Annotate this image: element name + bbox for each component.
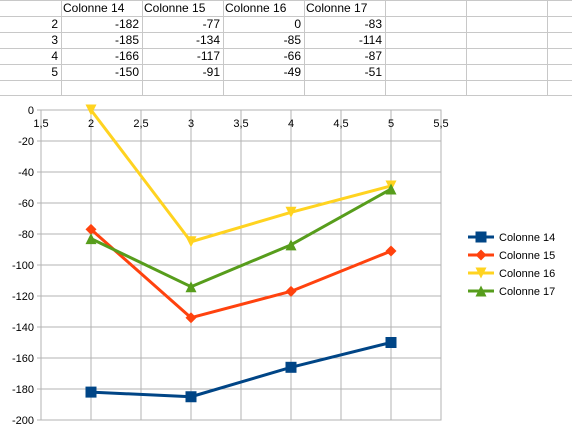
row-label-cell[interactable]: 3 (51, 33, 58, 47)
axes: 0 -20 -40 -60 -80 -100 -120 -140 -160 -180 -200 1,5… (12, 105, 449, 427)
x-tick-label: 3 (188, 118, 194, 130)
y-tick-label: -100 (12, 260, 34, 272)
data-point-marker[interactable] (385, 245, 397, 257)
column-divider (61, 0, 62, 96)
y-tick-label: -80 (18, 229, 34, 241)
column-divider (547, 0, 548, 96)
data-cell[interactable]: -91 (202, 65, 220, 79)
data-point-marker[interactable] (185, 312, 197, 324)
column-header-cell[interactable]: Colonne 15 (144, 1, 206, 15)
row-divider (0, 80, 572, 81)
data-cell[interactable]: -49 (283, 65, 301, 79)
data-point-marker[interactable] (185, 236, 197, 248)
data-point-marker[interactable] (285, 361, 297, 373)
series-line[interactable] (90, 341, 392, 399)
legend-marker[interactable] (475, 231, 487, 243)
data-cell[interactable]: 0 (294, 17, 301, 31)
row-label-cell[interactable]: 4 (51, 49, 58, 63)
y-tick-label: -180 (12, 384, 34, 396)
legend-marker[interactable] (475, 249, 487, 261)
legend-label[interactable]: Colonne 16 (499, 268, 555, 280)
data-cell[interactable]: -85 (283, 33, 301, 47)
y-tick-label: -160 (12, 353, 34, 365)
legend-label[interactable]: Colonne 14 (499, 232, 555, 244)
data-point-marker[interactable] (85, 223, 97, 235)
data-cell[interactable]: -87 (364, 49, 382, 63)
column-divider (223, 0, 224, 96)
data-point-marker[interactable] (85, 233, 97, 245)
y-tick-label: -140 (12, 322, 34, 334)
data-cell[interactable]: -166 (114, 49, 139, 63)
legend-label[interactable]: Colonne 15 (499, 250, 555, 262)
row-label-cell[interactable]: 2 (51, 17, 58, 31)
data-point-marker[interactable] (385, 337, 397, 348)
data-cell[interactable]: -66 (283, 49, 301, 63)
data-point-marker[interactable] (285, 285, 297, 297)
legend-marker[interactable] (475, 285, 487, 297)
data-cell[interactable]: -77 (202, 17, 220, 31)
row-divider (0, 95, 572, 96)
y-tick-label: 0 (28, 105, 34, 117)
data-cell[interactable]: -150 (114, 65, 139, 79)
data-cell[interactable]: -51 (364, 65, 382, 79)
column-divider (385, 0, 386, 96)
data-cell[interactable]: -134 (195, 33, 220, 47)
x-tick-label: 2 (88, 118, 94, 130)
data-point-marker[interactable] (185, 281, 197, 293)
x-tick-label: 3,5 (233, 118, 248, 130)
data-point-marker[interactable] (185, 391, 197, 403)
row-divider (0, 16, 572, 17)
data-point-marker[interactable] (85, 386, 97, 398)
x-tick-label: 1,5 (33, 118, 48, 130)
data-cell[interactable]: -114 (358, 33, 382, 47)
row-divider (0, 48, 572, 49)
y-tick-label: -40 (18, 167, 34, 179)
data-point-marker[interactable] (285, 239, 297, 251)
y-tick-label: -60 (18, 198, 34, 210)
x-tick-label: 4,5 (333, 118, 348, 130)
data-point-marker[interactable] (85, 104, 97, 116)
column-header-cell[interactable]: Colonne 16 (225, 1, 287, 15)
series-line[interactable] (89, 109, 392, 244)
column-header-cell[interactable]: Colonne 14 (63, 1, 125, 15)
data-point-marker[interactable] (285, 206, 297, 218)
series-line[interactable] (90, 187, 392, 289)
column-divider (142, 0, 143, 96)
data-cell[interactable]: -182 (114, 17, 139, 31)
series-lines (85, 104, 397, 403)
row-divider (0, 64, 572, 65)
legend-label[interactable]: Colonne 17 (499, 286, 555, 298)
row-divider (0, 0, 572, 1)
column-header-cell[interactable]: Colonne 17 (306, 1, 368, 15)
x-tick-label: 2,5 (133, 118, 148, 130)
x-tick-label: 5,5 (433, 118, 448, 130)
x-tick-label: 5 (388, 118, 394, 130)
data-cell[interactable]: -185 (114, 33, 139, 47)
y-tick-label: -200 (12, 415, 34, 427)
legend-marker[interactable] (475, 267, 487, 279)
spreadsheet-grid: Colonne 14 Colonne 15 Colonne 16 Colonne… (0, 0, 572, 96)
data-cell[interactable]: -117 (196, 49, 220, 63)
row-divider (0, 32, 572, 33)
series-line[interactable] (90, 228, 392, 320)
x-tick-label: 4 (288, 118, 294, 130)
data-cell[interactable]: -83 (364, 17, 382, 31)
y-tick-label: -20 (18, 136, 34, 148)
column-divider (304, 0, 305, 96)
row-label-cell[interactable]: 5 (51, 65, 58, 79)
data-point-marker[interactable] (385, 183, 397, 195)
legend: Colonne 14 Colonne 15 Colonne 16 Colonne 17 (468, 231, 555, 298)
y-tick-label: -120 (12, 291, 34, 303)
column-divider (466, 0, 467, 96)
